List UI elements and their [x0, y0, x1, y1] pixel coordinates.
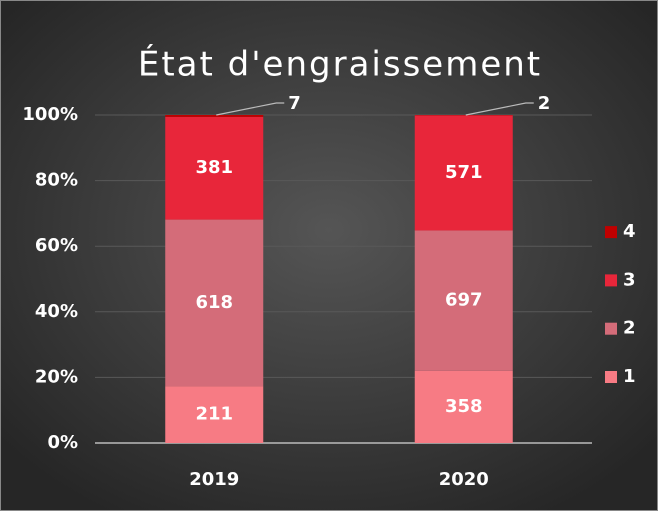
legend-swatch [605, 226, 617, 239]
leader-line [465, 102, 534, 116]
bar-segment [414, 115, 513, 231]
y-tick-label: 100% [22, 104, 78, 125]
bar-segment [165, 386, 264, 443]
data-label: 2 [538, 93, 551, 114]
x-tick-label: 2020 [439, 469, 489, 490]
legend-label: 2 [623, 318, 636, 339]
legend-swatch [605, 371, 617, 383]
bar-segment [165, 115, 264, 117]
bar-segment [414, 370, 513, 443]
y-tick-label: 0% [47, 432, 78, 453]
y-tick-label: 80% [35, 170, 78, 191]
leader-line [216, 102, 285, 116]
data-label: 697 [445, 290, 483, 311]
data-label: 211 [195, 404, 233, 425]
legend-label: 3 [623, 269, 636, 290]
legend-label: 1 [623, 366, 636, 387]
y-tick-label: 60% [35, 235, 78, 256]
bar-segment [414, 230, 513, 371]
bar-segment [165, 116, 264, 220]
data-label: 381 [195, 157, 233, 178]
data-label: 618 [195, 292, 233, 313]
legend-swatch [605, 322, 617, 335]
data-label: 571 [445, 162, 483, 183]
legend-swatch [605, 274, 617, 287]
bar-segment [165, 219, 264, 387]
legend-label: 4 [623, 221, 636, 242]
data-label: 358 [445, 396, 483, 417]
chart-title: État d'engraissement [138, 44, 542, 85]
data-label: 7 [288, 93, 301, 114]
y-tick-label: 20% [35, 366, 78, 387]
x-tick-label: 2019 [189, 469, 239, 490]
y-tick-label: 40% [35, 301, 78, 322]
